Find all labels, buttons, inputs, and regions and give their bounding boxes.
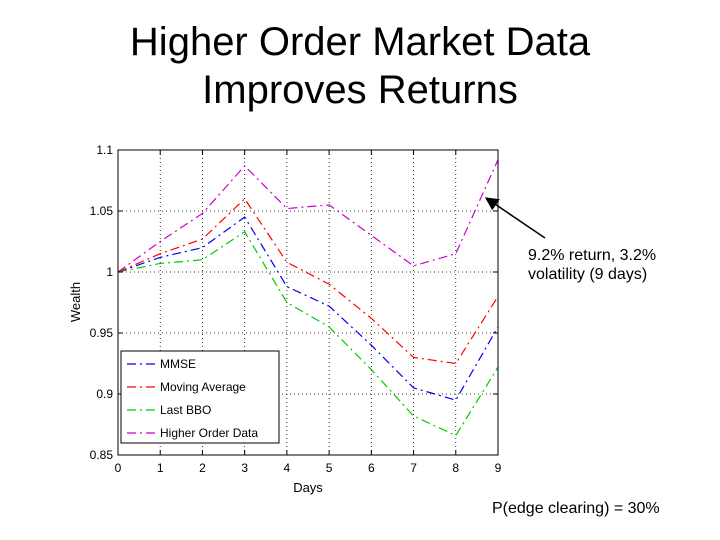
- legend-label: Last BBO: [160, 403, 211, 417]
- x-tick-label: 2: [199, 461, 206, 475]
- title-line-2: Improves Returns: [202, 68, 518, 112]
- y-tick-label: 1.1: [96, 143, 113, 157]
- x-tick-label: 0: [115, 461, 122, 475]
- x-axis-label: Days: [293, 480, 323, 495]
- x-tick-label: 1: [157, 461, 164, 475]
- legend-box: [120, 350, 280, 444]
- series-line-moving-average: [117, 197, 499, 365]
- series-group: [117, 159, 499, 437]
- annotation-line-1: 9.2% return, 3.2%: [528, 247, 657, 264]
- ticks: 0 1 2 3 4 5 6 7 8 9 0.85 0.9 0.95 1 1.05 1.1: [90, 143, 502, 475]
- x-tick-label: 9: [495, 461, 502, 475]
- legend-label: Moving Average: [160, 380, 246, 394]
- y-tick-label: 0.85: [90, 448, 114, 462]
- y-axis-label: Wealth: [68, 282, 83, 322]
- x-tick-label: 6: [368, 461, 375, 475]
- series-line-mmse: [117, 216, 499, 401]
- x-tick-label: 4: [284, 461, 291, 475]
- y-tick-label: 1.05: [90, 204, 114, 218]
- annotation-line-2: volatility (9 days): [528, 266, 648, 283]
- legend: MMSE Moving Average Last BBO Higher Order D…: [120, 350, 280, 444]
- y-tick-label: 0.9: [96, 387, 113, 401]
- y-tick-label: 1: [106, 265, 113, 279]
- series-line-last-bbo: [117, 230, 499, 437]
- slide-title: Higher Order Market Data Improves Return…: [0, 18, 720, 114]
- title-line-1: Higher Order Market Data: [129, 20, 591, 64]
- footnote: P(edge clearing) = 30%: [492, 500, 660, 517]
- x-tick-label: 5: [326, 461, 333, 475]
- plot-frame: [117, 149, 499, 456]
- x-tick-label: 8: [452, 461, 459, 475]
- legend-label: MMSE: [160, 357, 196, 371]
- annotation: 9.2% return, 3.2% volatility (9 days): [528, 246, 656, 284]
- x-tick-label: 7: [410, 461, 417, 475]
- annotation-arrow: [484, 197, 546, 239]
- y-tick-label: 0.95: [90, 326, 114, 340]
- series-line-higher-order-data: [117, 159, 499, 273]
- legend-label: Higher Order Data: [160, 426, 258, 440]
- x-tick-label: 3: [241, 461, 248, 475]
